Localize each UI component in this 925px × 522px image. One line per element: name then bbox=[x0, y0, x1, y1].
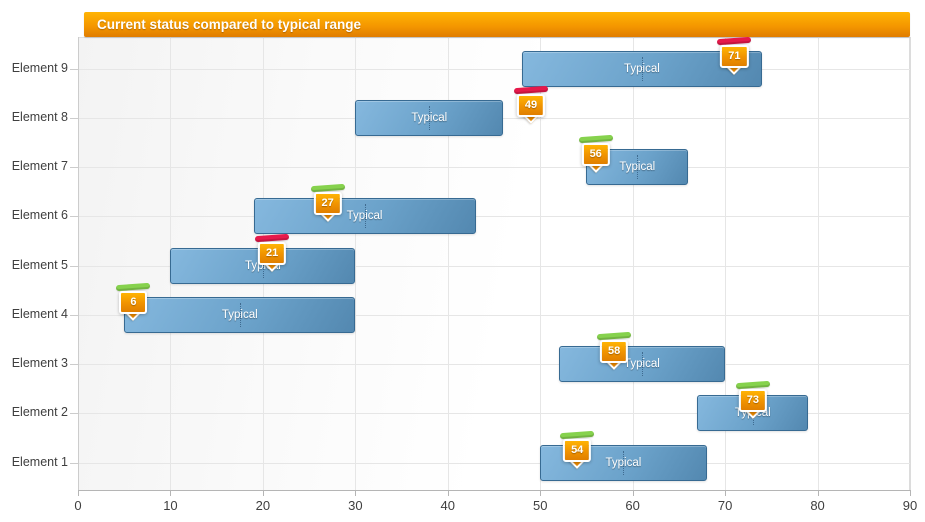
y-axis-tick bbox=[70, 364, 78, 365]
x-axis-tick-label: 40 bbox=[440, 498, 455, 513]
x-axis-tick-label: 60 bbox=[625, 498, 640, 513]
y-axis-line bbox=[78, 37, 79, 490]
current-value-badge: 58 bbox=[600, 340, 629, 363]
x-axis-tick bbox=[170, 491, 172, 496]
typical-range-bar: Typical bbox=[253, 198, 476, 235]
y-gridline bbox=[79, 167, 910, 168]
typical-range-label: Typical bbox=[221, 308, 258, 321]
x-gridline bbox=[355, 37, 357, 490]
x-axis-tick-label: 10 bbox=[163, 498, 178, 513]
y-axis-tick bbox=[70, 68, 78, 70]
bar-center-dotted-line bbox=[637, 155, 639, 179]
x-axis-tick bbox=[262, 491, 264, 496]
current-value-badge: 49 bbox=[516, 93, 546, 117]
y-gridline bbox=[79, 68, 910, 70]
typical-range-label: Typical bbox=[605, 456, 642, 469]
x-axis-tick-label: 70 bbox=[717, 498, 733, 513]
bar-center-dotted-line bbox=[364, 204, 366, 229]
y-axis-tick bbox=[70, 117, 78, 119]
y-axis-tick bbox=[70, 462, 78, 464]
bar-center-dotted-line bbox=[239, 302, 241, 327]
x-axis-line bbox=[78, 490, 911, 491]
current-value-badge: 56 bbox=[581, 143, 610, 166]
current-value-badge: 27 bbox=[313, 192, 342, 216]
y-axis-category-label: Element 6 bbox=[11, 208, 68, 223]
current-value-badge: 71 bbox=[720, 44, 749, 68]
y-axis-tick bbox=[70, 167, 78, 168]
y-axis-tick bbox=[70, 216, 78, 218]
typical-range-label: Typical bbox=[623, 358, 660, 370]
x-gridline bbox=[632, 37, 634, 490]
typical-range-bar: Typical bbox=[124, 296, 356, 333]
bar-center-dotted-line bbox=[623, 450, 625, 475]
y-axis-tick bbox=[70, 265, 78, 267]
x-axis-tick bbox=[725, 491, 727, 496]
typical-range-label: Typical bbox=[619, 161, 656, 173]
x-axis-tick-label: 90 bbox=[902, 498, 918, 513]
y-gridline bbox=[79, 413, 910, 415]
typical-range-label: Typical bbox=[411, 111, 448, 124]
bar-center-dotted-line bbox=[262, 253, 264, 278]
y-axis-category-label: Element 2 bbox=[11, 405, 68, 420]
typical-range-bar: Typical bbox=[355, 99, 504, 136]
typical-range-bar: Typical bbox=[558, 346, 726, 382]
x-gridline bbox=[909, 37, 911, 490]
x-axis-tick bbox=[817, 491, 819, 496]
x-axis-tick-label: 20 bbox=[255, 498, 271, 513]
typical-range-label: Typical bbox=[623, 62, 660, 75]
y-axis-category-label: Element 1 bbox=[11, 454, 68, 469]
chart-title-bar: Current status compared to typical range bbox=[84, 12, 910, 37]
x-axis-tick bbox=[632, 491, 634, 496]
current-value-badge: 21 bbox=[258, 241, 287, 265]
bar-center-dotted-line bbox=[429, 105, 431, 130]
x-axis-tick bbox=[540, 491, 542, 496]
y-axis-tick bbox=[70, 314, 78, 316]
bar-center-dotted-line bbox=[641, 352, 643, 376]
y-axis-category-label: Element 3 bbox=[11, 356, 68, 370]
current-value-badge: 6 bbox=[119, 290, 148, 314]
current-value-badge: 54 bbox=[563, 438, 592, 462]
y-axis-tick bbox=[70, 413, 78, 415]
x-gridline bbox=[725, 37, 727, 490]
y-gridline bbox=[79, 265, 910, 267]
x-axis-tick bbox=[447, 491, 449, 496]
x-gridline bbox=[447, 37, 449, 490]
y-axis-category-label: Element 5 bbox=[11, 257, 68, 272]
y-gridline bbox=[79, 364, 910, 365]
y-axis-category-label: Element 4 bbox=[11, 306, 68, 321]
x-axis-tick-label: 80 bbox=[810, 498, 825, 513]
y-gridline bbox=[79, 314, 910, 316]
x-axis-tick-label: 50 bbox=[532, 498, 548, 513]
current-value-badge: 73 bbox=[738, 389, 767, 413]
chart-title: Current status compared to typical range bbox=[97, 17, 362, 32]
y-axis-category-label: Element 8 bbox=[11, 109, 68, 124]
x-gridline bbox=[540, 37, 542, 490]
typical-range-label: Typical bbox=[346, 210, 383, 223]
x-gridline bbox=[817, 37, 819, 490]
x-axis-tick-label: 0 bbox=[74, 498, 82, 513]
bar-center-dotted-line bbox=[641, 56, 643, 81]
y-axis-category-label: Element 7 bbox=[11, 159, 68, 173]
y-gridline bbox=[79, 216, 910, 218]
x-axis-tick bbox=[910, 491, 911, 496]
x-axis-tick bbox=[355, 491, 357, 496]
x-axis-tick bbox=[78, 491, 79, 496]
x-axis-tick-label: 30 bbox=[348, 498, 363, 513]
y-axis-category-label: Element 9 bbox=[11, 60, 68, 75]
y-gridline bbox=[79, 462, 910, 464]
